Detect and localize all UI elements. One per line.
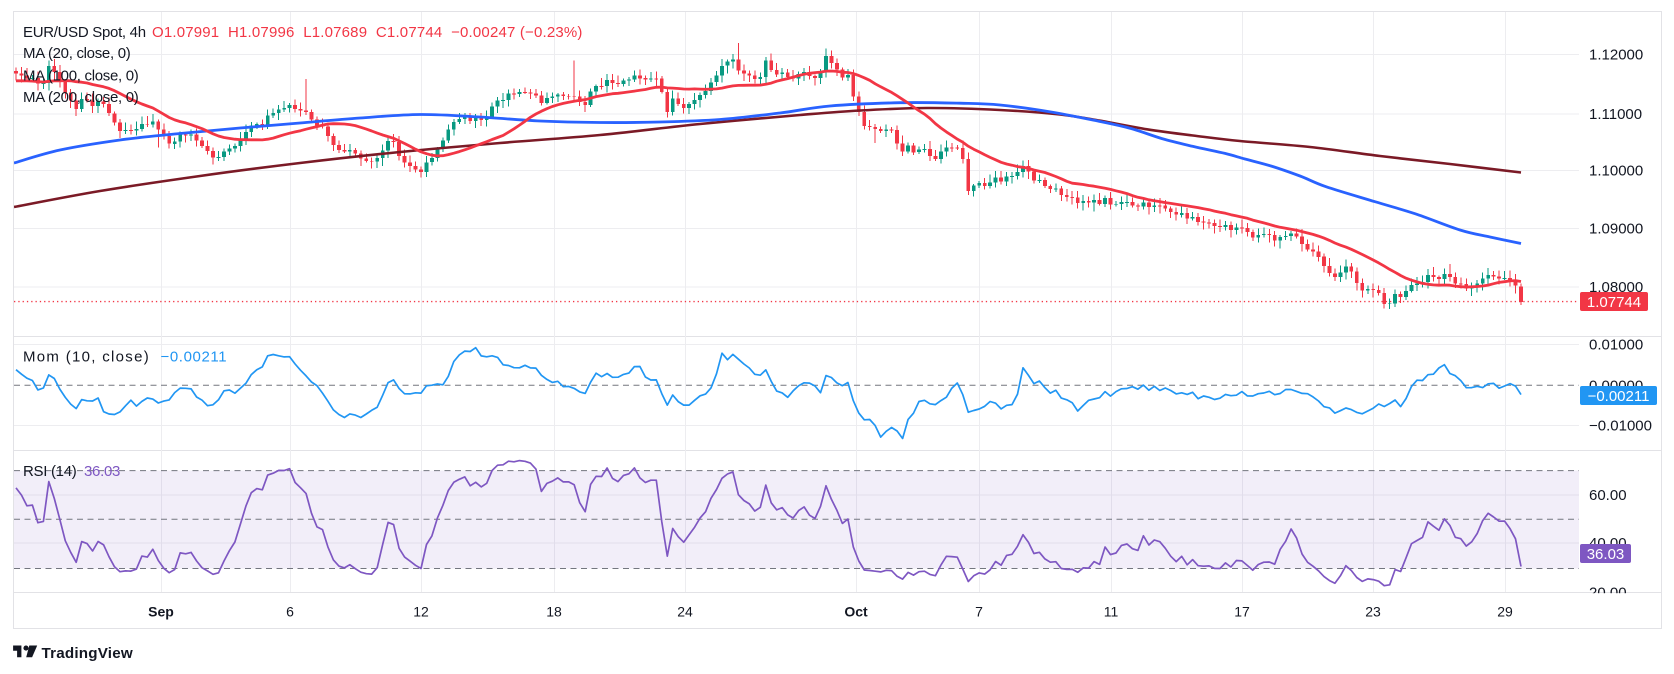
svg-text:−0.01000: −0.01000 [1589, 418, 1652, 435]
svg-text:29: 29 [1497, 604, 1513, 620]
svg-text:Sep: Sep [148, 604, 174, 620]
svg-text:24: 24 [677, 604, 693, 620]
svg-text:18: 18 [546, 604, 562, 620]
svg-text:23: 23 [1365, 604, 1381, 620]
svg-text:O1.07991 H1.07996 L1.07689: O1.07991 H1.07996 L1.07689 C1.07744 −0.0… [152, 24, 583, 41]
svg-text:1.09000: 1.09000 [1589, 221, 1643, 238]
svg-text:1.11000: 1.11000 [1589, 106, 1642, 123]
svg-text:36.03: 36.03 [84, 463, 120, 480]
svg-text:36.03: 36.03 [1587, 546, 1625, 563]
svg-text:6: 6 [286, 604, 294, 620]
svg-text:11: 11 [1104, 604, 1119, 620]
svg-text:7: 7 [975, 604, 983, 620]
svg-text:1.10000: 1.10000 [1589, 163, 1643, 180]
svg-text:MA (200, close, 0): MA (200, close, 0) [23, 89, 139, 106]
svg-text:−0.00211: −0.00211 [161, 348, 228, 365]
svg-text:1.07744: 1.07744 [1587, 294, 1641, 311]
svg-text:12: 12 [413, 604, 429, 620]
svg-text:0.01000: 0.01000 [1589, 337, 1643, 354]
svg-text:Mom (10, close): Mom (10, close) [23, 348, 150, 365]
svg-text:1.08000: 1.08000 [1589, 279, 1643, 296]
svg-text:17: 17 [1234, 604, 1250, 620]
svg-text:MA (20, close, 0): MA (20, close, 0) [23, 45, 131, 62]
svg-text:EUR/USD Spot, 4h: EUR/USD Spot, 4h [23, 24, 146, 41]
svg-text:−0.00211: −0.00211 [1588, 388, 1650, 405]
svg-text:RSI (14): RSI (14) [23, 463, 77, 480]
svg-text:MA (100, close, 0): MA (100, close, 0) [23, 68, 139, 85]
svg-text:60.00: 60.00 [1589, 487, 1627, 504]
svg-text:1.12000: 1.12000 [1589, 47, 1643, 64]
svg-text:Oct: Oct [844, 604, 868, 620]
svg-text:TradingView: TradingView [42, 645, 133, 662]
